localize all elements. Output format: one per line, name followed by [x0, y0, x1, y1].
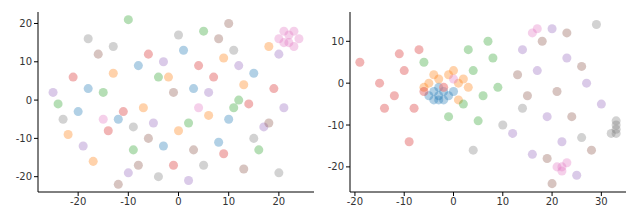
- svg-text:-20: -20: [347, 196, 363, 207]
- svg-text:-10: -10: [120, 196, 136, 207]
- svg-text:0: 0: [450, 196, 456, 207]
- svg-text:-20: -20: [16, 171, 32, 182]
- svg-text:0: 0: [26, 95, 32, 106]
- svg-text:-10: -10: [328, 120, 344, 131]
- svg-text:-10: -10: [16, 133, 32, 144]
- svg-text:30: 30: [595, 196, 608, 207]
- svg-text:10: 10: [19, 56, 32, 67]
- svg-text:20: 20: [546, 196, 559, 207]
- svg-text:0: 0: [175, 196, 181, 207]
- svg-text:-10: -10: [396, 196, 412, 207]
- svg-text:-20: -20: [328, 161, 344, 172]
- svg-text:10: 10: [331, 36, 344, 47]
- svg-text:10: 10: [222, 196, 235, 207]
- svg-text:0: 0: [338, 78, 344, 89]
- svg-text:20: 20: [273, 196, 286, 207]
- svg-text:20: 20: [19, 18, 32, 29]
- svg-text:10: 10: [496, 196, 509, 207]
- svg-text:-20: -20: [70, 196, 86, 207]
